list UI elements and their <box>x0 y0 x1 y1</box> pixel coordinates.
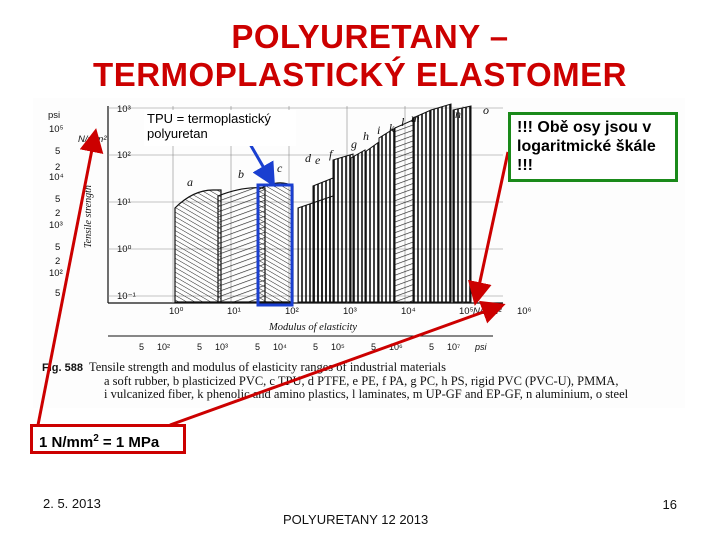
mat-label-d: d <box>305 151 312 165</box>
y-tick-psi-8: 2 <box>55 256 60 267</box>
region-k <box>394 119 414 303</box>
mat-label-f: f <box>329 147 334 161</box>
mat-label-o: o <box>483 103 489 117</box>
x-tick-n-3: 10³ <box>343 306 357 317</box>
region-g <box>350 149 366 303</box>
figure-label: Fig. 588 <box>42 362 83 374</box>
region-h <box>364 141 380 303</box>
footer-center: POLYURETANY 12 2013 <box>283 512 429 527</box>
footer-date: 2. 5. 2013 <box>43 496 101 511</box>
mat-label-m: m <box>411 111 420 125</box>
y-tick-n-0: 10³ <box>117 104 131 115</box>
y-tick-n-3: 10⁰ <box>117 244 132 255</box>
unit-exp: 2 <box>93 433 99 444</box>
x-tick-n-0: 10⁰ <box>169 306 184 317</box>
y-tick-psi-4: 5 <box>55 194 60 205</box>
y-unit-n: N/mm² <box>78 134 107 145</box>
y-tick-psi-9: 10² <box>49 268 63 279</box>
caption-line1: Tensile strength and modulus of elastici… <box>88 360 446 374</box>
figure-caption: Fig. 588 Tensile strength and modulus of … <box>42 361 628 401</box>
y-tick-n-4: 10⁻¹ <box>117 291 136 302</box>
mat-label-g: g <box>351 137 357 151</box>
x-unit-n: N/mm² <box>473 306 502 317</box>
x-tick-psi-9: 10⁶ <box>389 342 403 352</box>
x-tick-psi-5: 10⁴ <box>273 342 287 352</box>
mat-label-i: i <box>377 123 380 137</box>
x-tick-psi-6: 5 <box>313 342 318 352</box>
y-tick-psi-3: 10⁴ <box>49 172 64 183</box>
caption-line3: i vulcanized fiber, k phenolic and amino… <box>104 387 629 401</box>
x-tick-psi-1: 10² <box>157 342 170 352</box>
mat-label-a: a <box>187 175 193 189</box>
mat-label-b: b <box>238 167 244 181</box>
unit-rest: = 1 MPa <box>98 434 160 451</box>
x-tick-psi-0: 5 <box>139 342 144 352</box>
region-l <box>412 109 432 303</box>
x-tick-n-5: 10⁵ <box>459 306 474 317</box>
y-tick-n-2: 10¹ <box>117 197 131 208</box>
mat-label-k: k <box>389 121 395 135</box>
y-axis-title: Tensile strength <box>83 185 94 248</box>
mat-label-n: n <box>455 107 461 121</box>
x-tick-n-1: 10¹ <box>227 306 241 317</box>
x-tick-n-2: 10² <box>285 306 299 317</box>
y-tick-psi-6: 10³ <box>49 220 63 231</box>
x-tick-n-6: 10⁶ <box>517 306 532 317</box>
region-m <box>430 103 452 303</box>
x-tick-psi-2: 5 <box>197 342 202 352</box>
x-tick-psi-7: 10⁵ <box>331 342 345 352</box>
mat-label-c: c <box>277 161 283 175</box>
tpu-label-box: TPU = termoplastický polyuretan <box>144 110 296 146</box>
x-tick-psi-10: 5 <box>429 342 434 352</box>
slide-title-line1: POLYURETANY – <box>231 18 509 55</box>
region-i <box>378 127 396 303</box>
region-a <box>174 189 222 303</box>
y-tick-n-1: 10² <box>117 150 131 161</box>
mat-label-e: e <box>315 153 321 167</box>
y-tick-psi-5: 2 <box>55 208 60 219</box>
y-tick-psi-7: 5 <box>55 242 60 253</box>
mat-label-h: h <box>363 129 369 143</box>
x-tick-psi-11: 10⁷ <box>447 342 460 352</box>
x-tick-psi-8: 5 <box>371 342 376 352</box>
region-e <box>312 177 334 303</box>
x-axis-title: Modulus of elasticity <box>268 322 357 333</box>
region-c <box>257 182 294 303</box>
footer-page-number: 16 <box>662 497 677 512</box>
slide-title-line2: TERMOPLASTICKÝ ELASTOMER <box>93 56 627 93</box>
region-n <box>452 105 472 303</box>
y-tick-psi-1: 5 <box>55 146 60 157</box>
x-tick-psi-4: 5 <box>255 342 260 352</box>
x-tick-psi-3: 10³ <box>215 342 228 352</box>
y-tick-psi-0: 10⁵ <box>49 124 64 135</box>
x-tick-psi-12: psi <box>474 342 488 352</box>
region-f <box>332 153 354 303</box>
x-tick-n-4: 10⁴ <box>401 306 416 317</box>
mat-label-l: l <box>401 115 405 129</box>
y-tick-psi-10: 5 <box>55 288 60 299</box>
log-scale-note: !!! Obě osy jsou v logaritmické škále !!… <box>508 112 678 182</box>
unit-conversion-box: 1 N/mm2 = 1 MPa <box>30 424 186 454</box>
y-unit-psi: psi <box>48 110 60 121</box>
unit-text: 1 N/mm <box>39 434 94 451</box>
